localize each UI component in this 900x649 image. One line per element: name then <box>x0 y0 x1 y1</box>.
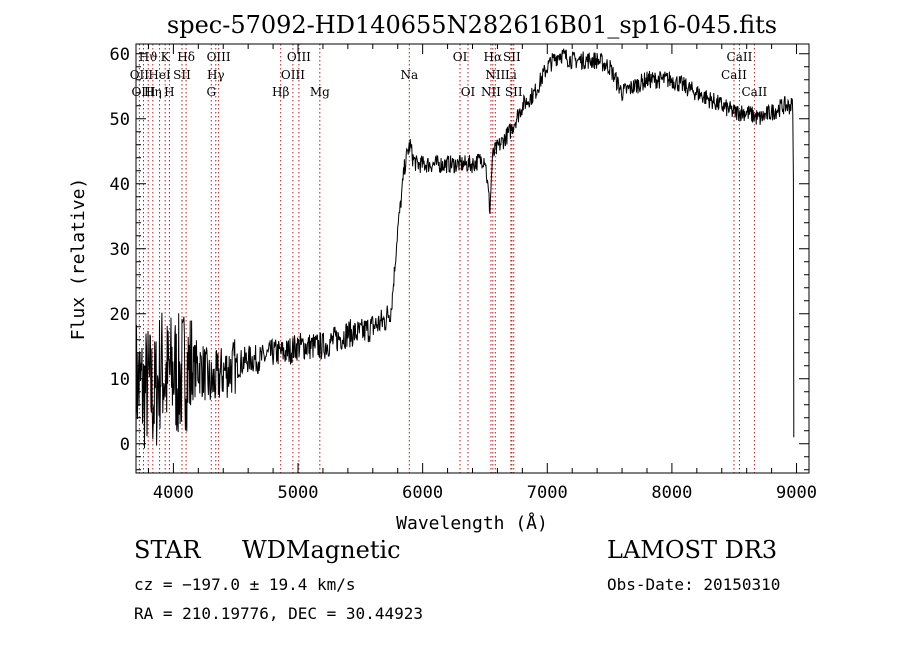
spectral-line-label: OIII <box>207 50 231 64</box>
x-tick-label: 6000 <box>402 483 443 503</box>
y-tick-label: 30 <box>110 240 130 260</box>
observation-date: Obs-Date: 20150310 <box>607 575 781 594</box>
spectral-line-label: Hα <box>484 50 503 64</box>
spectral-line-label: Hη <box>144 85 162 99</box>
spectral-line-label: SII <box>503 50 521 64</box>
spectral-line-label: CaII <box>721 68 747 82</box>
y-axis: 0 10 20 30 40 50 60 <box>110 45 809 471</box>
y-tick-label: 10 <box>110 370 130 390</box>
spectral-line-label: OIII <box>131 85 155 99</box>
spectral-line-label: OI <box>453 50 468 64</box>
object-subclass: WDMagnetic <box>242 536 401 564</box>
object-class: STAR <box>134 536 201 564</box>
spectral-line-label: HeI <box>148 68 171 82</box>
y-tick-label: 0 <box>120 435 130 455</box>
spectral-line-label: Hδ <box>177 50 195 64</box>
spectral-line-label: OIII <box>287 50 311 64</box>
spectral-line-label: Hϑ <box>139 50 158 64</box>
x-tick-label: 5000 <box>278 483 319 503</box>
x-tick-label: 9000 <box>776 483 817 503</box>
spectral-line-label: SII <box>173 68 191 82</box>
spectral-line-label: OIII <box>281 68 305 82</box>
spectral-line-label: CaII <box>727 50 753 64</box>
spectral-lines <box>138 44 755 473</box>
spectral-line-label: NII <box>481 85 501 99</box>
spectral-line-label: Mg <box>310 85 330 99</box>
plot-frame <box>135 43 810 474</box>
y-axis-label: Flux (relative) <box>68 178 89 341</box>
spectral-line-label: SII <box>505 85 523 99</box>
spectral-line-label: Hγ <box>207 68 225 82</box>
spectral-line-label: G <box>206 85 216 99</box>
y-tick-label: 60 <box>110 45 130 65</box>
y-tick-label: 40 <box>110 175 130 195</box>
flux-series <box>135 47 795 449</box>
spectral-line-label: CaII <box>741 85 767 99</box>
y-tick-label: 20 <box>110 305 130 325</box>
spectral-line-label: OII <box>130 68 150 82</box>
spectral-line-label: Na <box>400 68 418 82</box>
redshift-cz: cz = −197.0 ± 19.4 km/s <box>134 575 356 594</box>
chart-title: spec-57092-HD140655N282616B01_sp16-045.f… <box>167 11 777 39</box>
x-axis: 4000 5000 6000 7000 8000 9000 <box>147 44 817 503</box>
spectral-line-label: Hβ <box>272 85 289 99</box>
survey-name: LAMOST DR3 <box>607 536 778 564</box>
x-tick-label: 4000 <box>153 483 194 503</box>
spectral-line-label: NII <box>485 68 505 82</box>
ra-dec: RA = 210.19776, DEC = 30.44923 <box>134 604 423 623</box>
y-tick-label: 50 <box>110 110 130 130</box>
spectral-line-label: Li <box>505 68 517 82</box>
flux-line <box>135 47 795 449</box>
spectral-line-label: K <box>161 50 171 64</box>
x-tick-label: 7000 <box>527 483 568 503</box>
spectral-line-label: OI <box>461 85 476 99</box>
x-tick-label: 8000 <box>651 483 692 503</box>
spectral-line-label: H <box>164 85 174 99</box>
x-axis-label: Wavelength (Å) <box>396 512 548 534</box>
